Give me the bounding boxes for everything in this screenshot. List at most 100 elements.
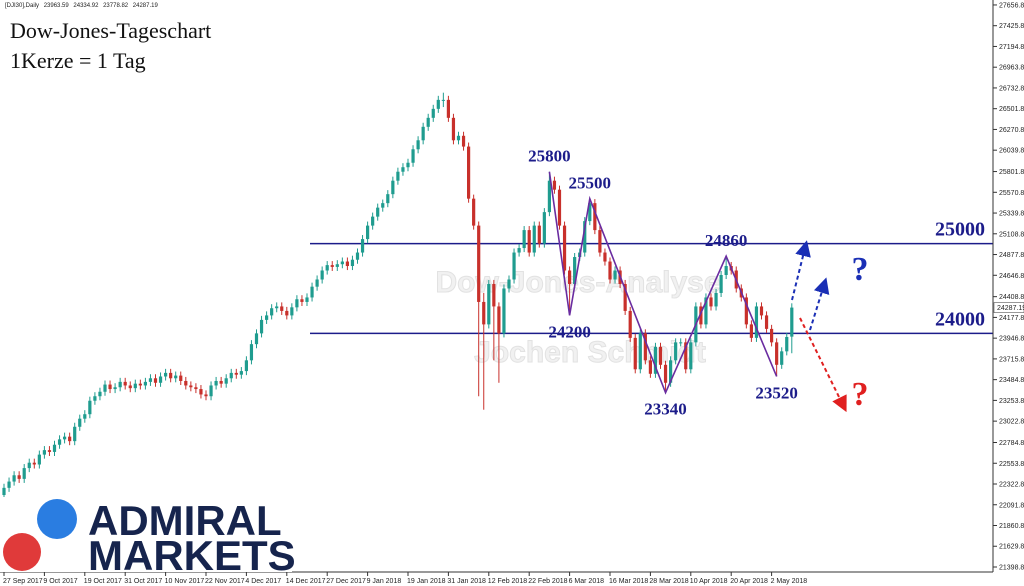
level-label: 25000 — [935, 219, 985, 241]
candle-body — [759, 306, 764, 316]
candle-body — [27, 462, 31, 469]
candle-body — [133, 383, 137, 389]
candle-body — [426, 117, 430, 127]
candle-body — [527, 230, 531, 253]
candle-body — [57, 439, 62, 445]
symbol: [DJI30],Daily — [5, 3, 39, 9]
candle-body — [148, 378, 153, 382]
candle-body — [436, 99, 440, 109]
y-tick-label: 27194.80 — [999, 44, 1024, 51]
candle-body — [295, 299, 299, 308]
candle-body — [386, 194, 390, 204]
y-tick-label: 24408.80 — [999, 294, 1024, 301]
candle-body — [557, 189, 562, 226]
candle-body — [340, 261, 344, 265]
candle-body — [189, 385, 193, 388]
close: 24287.19 — [133, 3, 159, 9]
candle-body — [78, 418, 82, 427]
candle-body — [285, 310, 289, 316]
logo-dot — [37, 499, 77, 539]
candle-body — [669, 360, 673, 383]
plot — [2, 92, 993, 500]
candle-body — [547, 180, 551, 213]
candle-body — [305, 297, 309, 302]
candle-body — [371, 216, 375, 226]
candle-body — [416, 140, 420, 150]
x-tick-label: 31 Oct 2017 — [124, 578, 162, 585]
candle-body — [537, 225, 541, 244]
candle-body — [275, 306, 279, 309]
candle-body — [532, 225, 536, 253]
candle-body — [401, 167, 405, 172]
candle-body — [12, 475, 16, 482]
candle-body — [249, 344, 254, 361]
candle-body — [391, 180, 395, 195]
y-tick-label: 21629.80 — [999, 544, 1024, 551]
candle-body — [588, 203, 592, 222]
price-tag — [993, 302, 1024, 313]
y-tick-label: 23253.80 — [999, 398, 1024, 405]
candle-body — [219, 380, 223, 384]
x-tick-label: 22 Nov 2017 — [205, 578, 245, 585]
candle-body — [724, 266, 728, 275]
candle-body — [83, 414, 87, 419]
candle-body — [704, 297, 708, 325]
candle-body — [623, 283, 627, 311]
candle-body — [628, 310, 632, 338]
candle-body — [456, 135, 461, 141]
candle-body — [355, 252, 360, 260]
candle-body — [128, 385, 132, 389]
candle-body — [335, 264, 339, 267]
candle-body — [259, 319, 264, 334]
candle-body — [47, 450, 52, 452]
arrow — [791, 240, 811, 301]
candle-body — [477, 225, 481, 302]
candle-body — [158, 376, 163, 383]
candle-body — [770, 328, 774, 343]
pivot-label: 25500 — [569, 174, 612, 193]
candle-body — [325, 265, 329, 271]
candle-body — [265, 315, 269, 320]
candle-body — [224, 378, 228, 384]
candle-body — [790, 307, 794, 337]
y-tick-label: 26732.80 — [999, 85, 1024, 92]
candle-body — [204, 394, 208, 397]
candle-body — [719, 274, 723, 293]
candle-body — [376, 207, 380, 217]
candle-body — [280, 306, 284, 311]
candle-body — [37, 454, 41, 465]
candle-body — [396, 171, 400, 181]
y-tick-label: 22553.80 — [999, 461, 1024, 468]
candle-body — [699, 306, 703, 325]
candle-body — [88, 400, 92, 415]
candle-body — [42, 450, 46, 455]
candle-body — [32, 462, 36, 465]
y-tick-label: 21860.80 — [999, 523, 1024, 530]
candle-body — [108, 384, 112, 390]
candle-body — [603, 252, 607, 262]
candle-body — [512, 252, 516, 280]
x-tick-label: 2 May 2018 — [771, 578, 808, 585]
logo-text: ADMIRAL — [88, 497, 282, 544]
candle-body — [421, 126, 425, 141]
candle-body — [199, 389, 203, 395]
price-tag-label: 24287.19 — [997, 305, 1024, 312]
candle-body — [451, 117, 456, 141]
candle-body — [684, 342, 688, 370]
candle-body — [174, 375, 178, 379]
candle-body — [153, 378, 158, 383]
x-tick-label: 10 Nov 2017 — [165, 578, 205, 585]
candle-body — [613, 270, 617, 280]
x-tick-label: 4 Dec 2017 — [245, 578, 281, 585]
candle-body — [330, 265, 334, 267]
candle-body — [93, 396, 97, 401]
x-tick-label: 19 Jan 2018 — [407, 578, 446, 585]
candle-body — [441, 99, 445, 101]
candle-body — [689, 342, 693, 370]
candle-body — [542, 212, 546, 244]
y-tick-label: 22091.80 — [999, 502, 1024, 509]
candle-body — [593, 203, 597, 231]
candle-body — [562, 225, 567, 271]
